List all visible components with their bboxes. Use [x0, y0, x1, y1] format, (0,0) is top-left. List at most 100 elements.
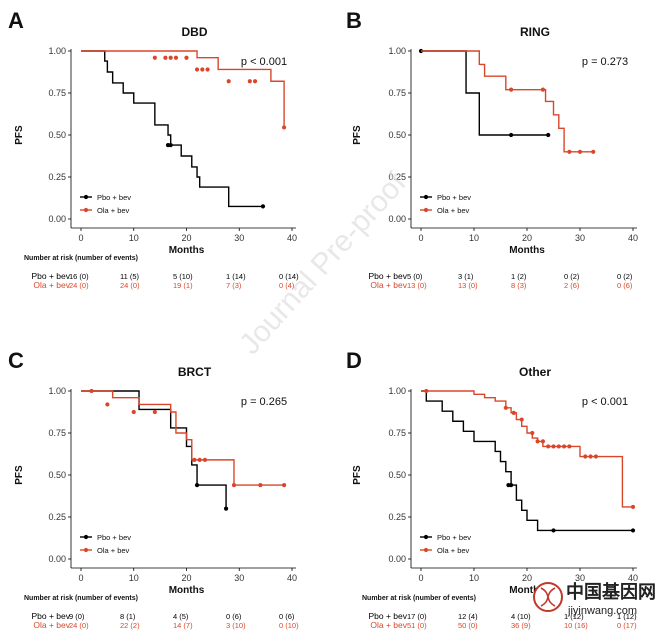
y-tick-label: 1.00	[48, 386, 66, 396]
censor-mark	[630, 504, 636, 510]
legend-marker	[83, 207, 89, 213]
legend-marker	[423, 207, 429, 213]
risk-value: 50 (0)	[458, 621, 478, 630]
risk-value: 0 (6)	[279, 612, 295, 621]
panel-a: A DBD p < 0.001 0.00 0.25 0.50 0.75 1.00 0 10 20 30…	[8, 8, 299, 290]
censor-mark	[184, 55, 189, 60]
risk-table-title: Number at risk (number of events)	[24, 255, 138, 262]
y-tick-label: 0.25	[48, 512, 66, 522]
censor-mark	[192, 457, 197, 462]
km-curve-ola-bev	[81, 50, 285, 128]
censor-mark	[503, 405, 508, 410]
km-curve-ola-bev	[421, 50, 594, 153]
y-tick-label: 0.50	[388, 470, 406, 480]
panel-title: DBD	[182, 25, 208, 39]
journal-watermark: Journal Pre-proof	[233, 166, 413, 361]
risk-row-label: Pbo + bev	[368, 611, 407, 621]
risk-value: 3 (1)	[458, 272, 474, 281]
x-tick-label: 10	[129, 573, 139, 583]
site-url: jiyinwang.com	[567, 605, 637, 617]
legend-label: Pbo + bev	[437, 533, 471, 542]
risk-value: 2 (6)	[564, 281, 580, 290]
censor-mark	[546, 444, 551, 449]
risk-value: 16 (0)	[69, 272, 89, 281]
risk-value: 24 (0)	[69, 281, 89, 290]
legend-marker	[423, 547, 429, 553]
censor-mark	[202, 457, 208, 462]
x-tick-label: 30	[234, 573, 244, 583]
x-tick-label: 30	[575, 233, 585, 243]
censor-mark	[152, 55, 157, 60]
risk-row-label: Ola + bev	[33, 280, 70, 290]
risk-table-title: Number at risk (number of events)	[24, 595, 138, 602]
risk-row-label: Ola + bev	[370, 620, 407, 630]
p-value: p < 0.001	[582, 396, 628, 408]
x-tick-label: 30	[234, 233, 244, 243]
censor-mark	[535, 439, 540, 444]
risk-value: 9 (0)	[69, 612, 85, 621]
y-tick-label: 0.25	[48, 172, 66, 182]
km-curve-pbo-bev	[81, 50, 263, 208]
risk-value: 1 (2)	[511, 272, 527, 281]
risk-value: 0 (4)	[279, 281, 295, 290]
censor-mark	[424, 388, 429, 394]
km-curve-pbo-bev	[421, 390, 633, 532]
x-axis-label: Months	[169, 585, 205, 596]
censor-mark	[105, 402, 110, 407]
panel-d: D Other p < 0.001 0.00 0.25 0.50 0.75 1.00 0 10 20…	[346, 348, 638, 630]
x-axis-label: Months	[509, 245, 545, 256]
censor-mark	[562, 444, 567, 449]
censor-mark	[546, 132, 551, 138]
x-tick-label: 20	[522, 233, 532, 243]
risk-table-title: Number at risk (number of events)	[362, 595, 476, 602]
panel-c: C BRCT p = 0.265 0.00 0.25 0.50 0.75 1.00 0 10 20 3…	[8, 348, 299, 630]
risk-value: 1 (14)	[226, 272, 246, 281]
x-tick-label: 40	[287, 233, 297, 243]
legend-marker	[423, 534, 429, 540]
risk-value: 24 (0)	[120, 281, 140, 290]
censor-mark	[258, 482, 263, 488]
x-tick-label: 0	[418, 573, 423, 583]
censor-mark	[540, 439, 546, 444]
censor-mark	[583, 454, 588, 459]
censor-mark	[205, 67, 210, 72]
y-tick-label: 1.00	[48, 46, 66, 56]
risk-value: 13 (0)	[407, 281, 427, 290]
censor-mark	[551, 444, 556, 449]
censor-mark	[200, 67, 205, 72]
panel-title: Other	[519, 365, 551, 379]
panel-title: BRCT	[178, 365, 212, 379]
risk-value: 4 (5)	[173, 612, 189, 621]
censor-mark	[173, 55, 179, 60]
y-tick-label: 0.00	[388, 214, 406, 224]
legend-label: Ola + bev	[97, 546, 130, 555]
risk-row-label: Pbo + bev	[368, 271, 407, 281]
censor-mark	[593, 454, 599, 459]
legend-label: Ola + bev	[437, 546, 470, 555]
legend-label: Pbo + bev	[97, 193, 131, 202]
censor-mark	[630, 528, 636, 533]
risk-row-label: Ola + bev	[370, 280, 407, 290]
y-tick-label: 0.75	[48, 428, 66, 438]
x-tick-label: 20	[522, 573, 532, 583]
legend-label: Ola + bev	[97, 206, 130, 215]
censor-mark	[588, 454, 593, 459]
risk-value: 12 (4)	[458, 612, 478, 621]
risk-value: 5 (10)	[173, 272, 193, 281]
censor-mark	[194, 482, 200, 488]
risk-value: 22 (2)	[120, 621, 140, 630]
x-tick-label: 20	[181, 233, 191, 243]
legend-marker	[423, 194, 429, 200]
risk-value: 8 (3)	[511, 281, 527, 290]
y-tick-label: 0.50	[48, 130, 66, 140]
y-axis-label: PFS	[14, 465, 25, 485]
x-tick-label: 0	[78, 233, 83, 243]
y-tick-label: 1.00	[388, 386, 406, 396]
censor-mark	[131, 409, 136, 415]
censor-mark	[509, 132, 514, 138]
p-value: p = 0.265	[241, 396, 287, 408]
censor-mark	[168, 55, 173, 60]
censor-mark	[281, 125, 287, 130]
x-tick-label: 40	[628, 573, 638, 583]
